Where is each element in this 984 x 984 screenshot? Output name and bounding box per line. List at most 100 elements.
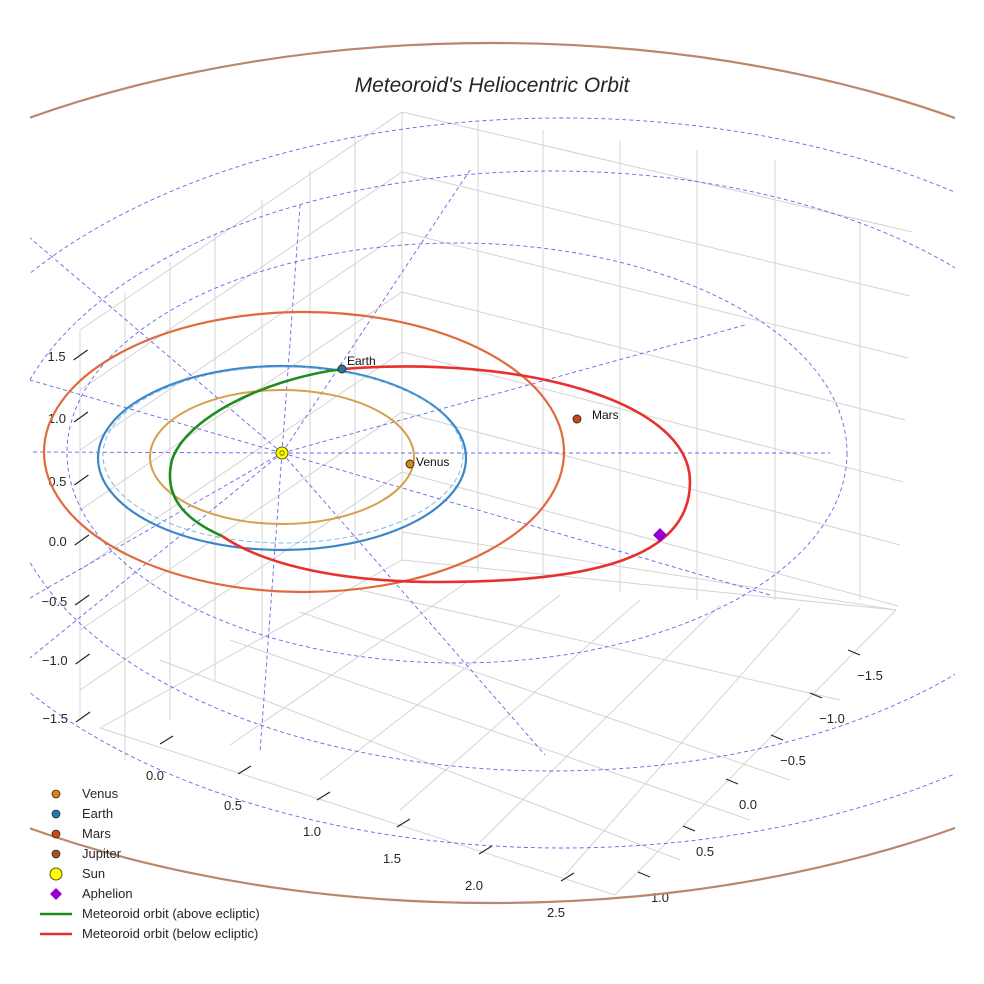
legend-label: Mars xyxy=(82,826,111,841)
ecliptic-radial xyxy=(281,452,546,756)
aphelion-marker xyxy=(653,528,667,542)
ecliptic-radial xyxy=(259,452,283,753)
grid-line xyxy=(229,579,471,746)
axis-ticks: −1.5−1.0−0.50.00.51.01.50.00.51.01.52.02… xyxy=(42,349,883,920)
legend-marker-circle xyxy=(51,809,61,819)
grid-line xyxy=(359,589,841,701)
sun-marker xyxy=(275,446,289,460)
earth-orbit xyxy=(96,364,468,552)
marker-layer: Earth Mars Venus xyxy=(275,354,667,542)
earth-marker xyxy=(337,364,347,374)
chart-title: Meteoroid's Heliocentric Orbit xyxy=(354,74,630,97)
z-tick-label: −1.0 xyxy=(42,653,68,668)
legend-label: Meteoroid orbit (below ecliptic) xyxy=(82,926,259,941)
legend-marker-diamond xyxy=(50,888,62,900)
legend-marker-line xyxy=(40,932,72,936)
legend-dot xyxy=(51,789,61,799)
grid-line xyxy=(401,559,897,611)
grid-line xyxy=(79,471,403,691)
x-tick xyxy=(478,845,493,855)
grid-line xyxy=(299,611,791,781)
legend-label: Meteoroid orbit (above ecliptic) xyxy=(82,906,260,921)
legend-marker-line xyxy=(40,912,72,916)
mars-orbit xyxy=(42,310,566,594)
z-tick-label: −0.5 xyxy=(42,594,68,609)
grid-line xyxy=(479,604,721,843)
z-tick xyxy=(73,411,89,423)
z-tick-label: 0.5 xyxy=(48,474,66,489)
earth-orbit-inner xyxy=(102,366,464,544)
mars-label: Mars xyxy=(592,408,619,422)
z-tick-label: −1.5 xyxy=(42,711,68,726)
legend-label: Venus xyxy=(82,786,119,801)
x-tick-label: 1.5 xyxy=(383,851,401,866)
x-tick xyxy=(316,791,331,801)
z-tick xyxy=(75,653,90,665)
grid-line xyxy=(319,594,561,781)
grid-line xyxy=(401,291,906,421)
pane-grid xyxy=(79,111,913,896)
y-tick xyxy=(770,734,784,741)
legend-dot xyxy=(51,849,61,859)
z-tick xyxy=(74,474,89,486)
z-tick xyxy=(74,594,90,606)
x-tick-label: 1.0 xyxy=(303,824,321,839)
grid-line xyxy=(401,411,901,546)
legend-marker-big-circle xyxy=(49,867,63,881)
y-tick xyxy=(847,649,861,656)
grid-line xyxy=(401,531,897,611)
legend-diamond xyxy=(50,888,62,900)
ecliptic-radial xyxy=(281,324,746,454)
venus-marker xyxy=(405,459,415,469)
sun-core xyxy=(279,450,285,456)
grid-line xyxy=(79,351,403,571)
grid-line xyxy=(401,351,904,483)
ecliptic-radial xyxy=(30,379,283,454)
z-tick-label: 1.5 xyxy=(48,349,66,364)
meteoroid-orbit-above xyxy=(168,367,343,538)
grid-line xyxy=(99,559,403,729)
venus-label: Venus xyxy=(416,455,449,469)
legend-label: Earth xyxy=(82,806,114,821)
grid-line xyxy=(401,471,899,607)
mars-marker xyxy=(572,414,582,424)
z-tick-label: 0.0 xyxy=(49,534,67,549)
x-tick-label: 2.0 xyxy=(465,878,483,893)
ecliptic-radial xyxy=(30,237,283,454)
venus-orbit xyxy=(149,389,415,525)
y-tick-label: −1.5 xyxy=(857,668,883,683)
legend-dot xyxy=(51,809,61,819)
legend-dot xyxy=(49,867,63,881)
grid-line xyxy=(79,291,403,511)
y-tick-label: −1.0 xyxy=(819,711,845,726)
x-tick xyxy=(560,872,575,882)
y-tick-label: 0.5 xyxy=(696,844,714,859)
ecliptic-radial xyxy=(30,451,283,454)
y-tick-label: −0.5 xyxy=(780,753,806,768)
legend-dot xyxy=(51,829,61,839)
legend-label: Jupiter xyxy=(82,846,122,861)
grid-line xyxy=(399,599,641,811)
ecliptic-ring xyxy=(30,170,955,772)
x-tick-label: 2.5 xyxy=(547,905,565,920)
grid-line xyxy=(564,607,801,876)
earth-label: Earth xyxy=(347,354,376,368)
grid-line xyxy=(79,231,403,451)
grid-line xyxy=(401,171,911,297)
x-tick-label: 0.5 xyxy=(224,798,242,813)
legend-marker-circle xyxy=(51,849,61,859)
jupiter-orbit xyxy=(30,42,955,904)
grid-line xyxy=(159,659,681,861)
ecliptic-ring xyxy=(66,242,848,664)
ecliptic-radial xyxy=(30,452,283,659)
grid-line xyxy=(229,639,751,821)
orbit-layer xyxy=(30,42,955,904)
legend-marker-circle xyxy=(51,829,61,839)
ecliptic-radial xyxy=(281,204,301,454)
legend-marker-circle xyxy=(51,789,61,799)
ecliptic-radial xyxy=(281,169,471,454)
x-tick-label: 0.0 xyxy=(146,768,164,783)
grid-line xyxy=(401,231,909,359)
